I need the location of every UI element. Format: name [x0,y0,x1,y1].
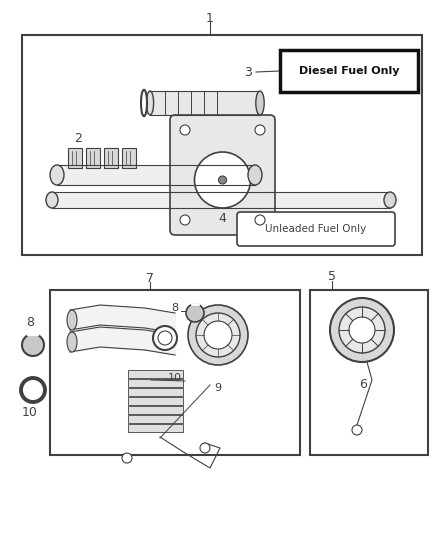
Bar [127,397,183,405]
Ellipse shape [256,91,264,115]
Circle shape [186,304,204,322]
Circle shape [21,378,45,402]
Bar [104,148,118,168]
Circle shape [349,317,375,343]
Circle shape [339,307,385,353]
Text: Unleaded Fuel Only: Unleaded Fuel Only [265,224,367,234]
Ellipse shape [50,165,64,185]
Circle shape [255,125,265,135]
Text: 1: 1 [206,12,214,25]
Text: 7: 7 [146,271,154,285]
Text: Diesel Fuel Only: Diesel Fuel Only [299,66,399,76]
Text: 8: 8 [26,317,34,329]
Bar [127,406,183,414]
Bar [127,379,183,387]
Bar [50,290,300,455]
Circle shape [330,298,394,362]
Circle shape [352,425,362,435]
Text: 10: 10 [168,373,182,383]
Text: 4: 4 [218,212,226,224]
Text: 9: 9 [215,383,222,393]
FancyBboxPatch shape [170,115,275,235]
Circle shape [255,215,265,225]
Text: 3: 3 [244,66,252,78]
Bar [122,148,136,168]
Circle shape [200,443,210,453]
Circle shape [204,321,232,349]
Circle shape [188,305,248,365]
Text: 8: 8 [171,303,179,313]
Circle shape [122,453,132,463]
Ellipse shape [67,310,77,330]
Bar [68,148,82,168]
Ellipse shape [67,332,77,352]
Ellipse shape [46,192,58,208]
FancyBboxPatch shape [237,212,395,246]
Circle shape [180,215,190,225]
Text: 10: 10 [22,407,38,419]
Circle shape [194,152,251,208]
Text: 6: 6 [359,378,367,392]
Circle shape [219,176,226,184]
Ellipse shape [146,91,154,115]
Bar [150,91,260,115]
Circle shape [22,334,44,356]
Bar [57,165,255,185]
Bar [86,148,100,168]
Bar [127,370,183,378]
Circle shape [180,125,190,135]
Circle shape [158,331,172,345]
Text: 2: 2 [74,132,82,144]
Ellipse shape [384,192,396,208]
Circle shape [196,313,240,357]
Bar [310,290,428,455]
Bar [127,415,183,423]
Ellipse shape [141,90,147,116]
Bar [22,35,422,255]
Bar [127,424,183,432]
Text: 5: 5 [328,271,336,284]
Ellipse shape [248,165,262,185]
Bar [52,192,390,208]
Bar [280,50,418,92]
Bar [127,388,183,396]
Circle shape [153,326,177,350]
